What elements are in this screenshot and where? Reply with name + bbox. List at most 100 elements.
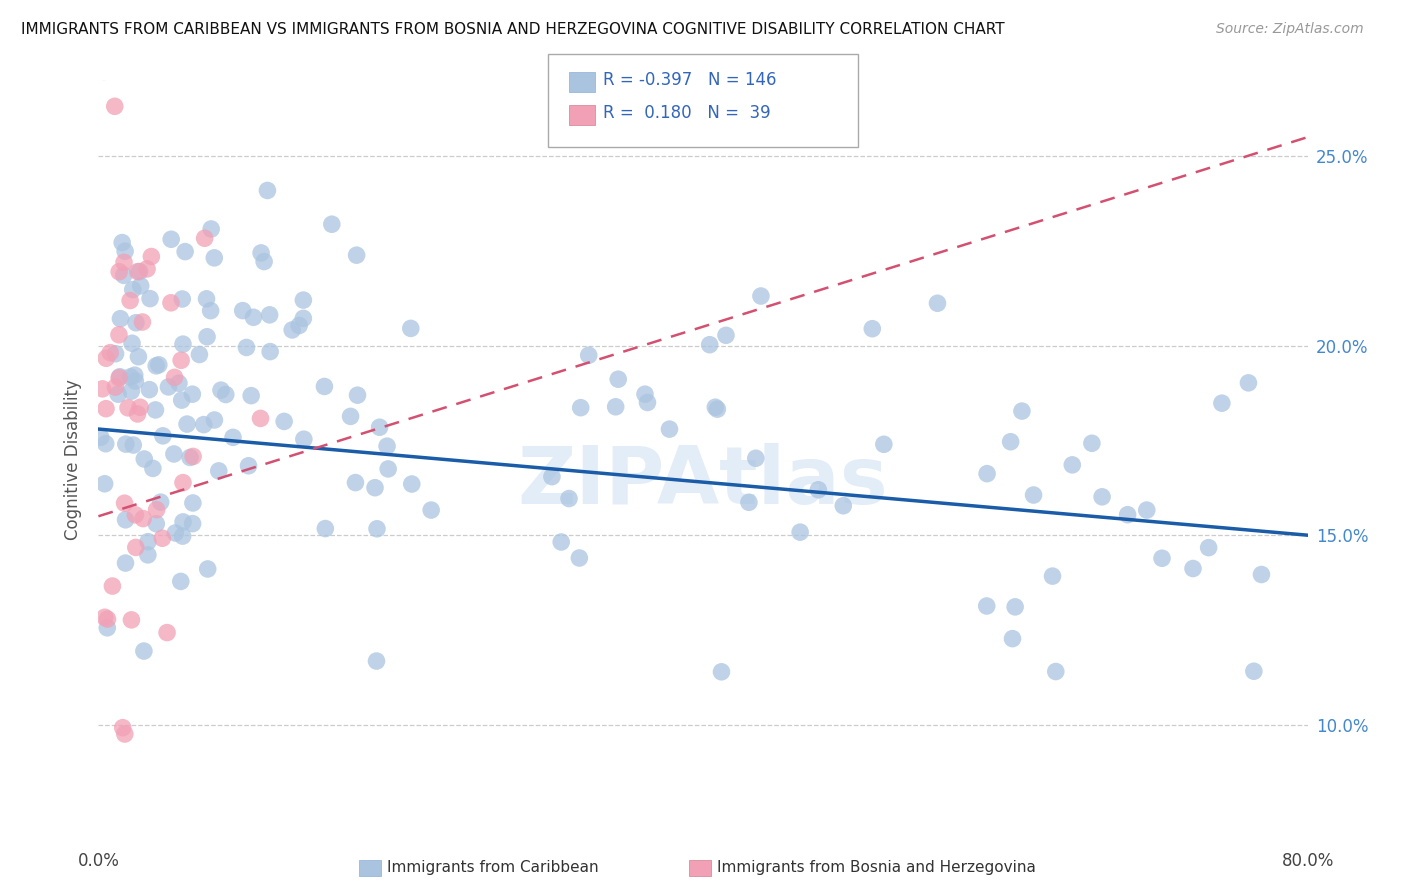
Point — [108, 371, 131, 385]
Point — [1243, 665, 1265, 679]
Point — [94, 401, 117, 416]
Point — [375, 439, 398, 453]
Point — [605, 400, 627, 414]
Point — [832, 499, 855, 513]
Point — [292, 293, 315, 307]
Point — [114, 513, 136, 527]
Point — [108, 327, 131, 342]
Point — [344, 475, 367, 490]
Point — [93, 476, 115, 491]
Point — [541, 469, 564, 483]
Point — [136, 261, 159, 276]
Point — [152, 429, 174, 443]
Point — [174, 244, 197, 259]
Point — [366, 654, 388, 668]
Point — [121, 283, 143, 297]
Point — [94, 351, 117, 366]
Point — [94, 436, 117, 450]
Point — [366, 522, 388, 536]
Point — [181, 387, 204, 401]
Point — [976, 599, 998, 613]
Point — [179, 450, 201, 465]
Point — [98, 345, 121, 359]
Point — [124, 368, 146, 383]
Point — [127, 407, 149, 421]
Point — [120, 384, 142, 399]
Point — [114, 556, 136, 570]
Point — [114, 437, 136, 451]
Point — [195, 292, 218, 306]
Text: Source: ZipAtlas.com: Source: ZipAtlas.com — [1216, 22, 1364, 37]
Point — [165, 526, 187, 541]
Point — [568, 551, 591, 566]
Point — [160, 232, 183, 246]
Point — [1116, 508, 1139, 522]
Point — [235, 341, 257, 355]
Point — [1211, 396, 1233, 410]
Text: IMMIGRANTS FROM CARIBBEAN VS IMMIGRANTS FROM BOSNIA AND HERZEGOVINA COGNITIVE DI: IMMIGRANTS FROM CARIBBEAN VS IMMIGRANTS … — [21, 22, 1005, 37]
Point — [339, 409, 361, 424]
Point — [142, 461, 165, 475]
Point — [1011, 404, 1033, 418]
Point — [134, 452, 156, 467]
Point — [749, 289, 772, 303]
Point — [807, 483, 830, 497]
Point — [172, 515, 194, 529]
Point — [132, 644, 155, 658]
Point — [150, 531, 173, 545]
Text: ZIPAtlas: ZIPAtlas — [517, 443, 889, 521]
Point — [167, 376, 190, 391]
Point — [157, 380, 180, 394]
Point — [222, 430, 245, 444]
Point — [364, 481, 387, 495]
Point — [181, 450, 204, 464]
Point — [120, 293, 142, 308]
Text: R =  0.180   N =  39: R = 0.180 N = 39 — [603, 104, 770, 122]
Point — [136, 534, 159, 549]
Point — [170, 393, 193, 408]
Point — [242, 310, 264, 325]
Point — [125, 541, 148, 555]
Point — [112, 268, 135, 283]
Text: Immigrants from Caribbean: Immigrants from Caribbean — [387, 860, 599, 874]
Point — [145, 516, 167, 531]
Point — [114, 727, 136, 741]
Point — [699, 337, 721, 351]
Point — [259, 344, 281, 359]
Point — [181, 496, 204, 510]
Point — [745, 451, 768, 466]
Point — [401, 477, 423, 491]
Point — [128, 264, 150, 278]
Point — [90, 430, 112, 444]
Point — [658, 422, 681, 436]
Point — [129, 401, 152, 415]
Point — [194, 231, 217, 245]
Point — [104, 380, 127, 394]
Point — [108, 265, 131, 279]
Point — [127, 350, 149, 364]
Point — [209, 383, 232, 397]
Point — [346, 388, 368, 402]
Point — [139, 292, 162, 306]
Point — [124, 374, 146, 388]
Point — [550, 535, 572, 549]
Point — [101, 579, 124, 593]
Point — [145, 502, 167, 516]
Point — [321, 217, 343, 231]
Point — [259, 308, 281, 322]
Point — [706, 402, 728, 417]
Point — [1022, 488, 1045, 502]
Point — [163, 370, 186, 384]
Point — [172, 337, 194, 351]
Point — [253, 254, 276, 268]
Point — [281, 323, 304, 337]
Point — [172, 292, 194, 306]
Point — [292, 432, 315, 446]
Point — [1004, 599, 1026, 614]
Point — [131, 315, 153, 329]
Point — [127, 264, 149, 278]
Point — [163, 447, 186, 461]
Point — [111, 721, 134, 735]
Point — [114, 244, 136, 259]
Point — [96, 621, 118, 635]
